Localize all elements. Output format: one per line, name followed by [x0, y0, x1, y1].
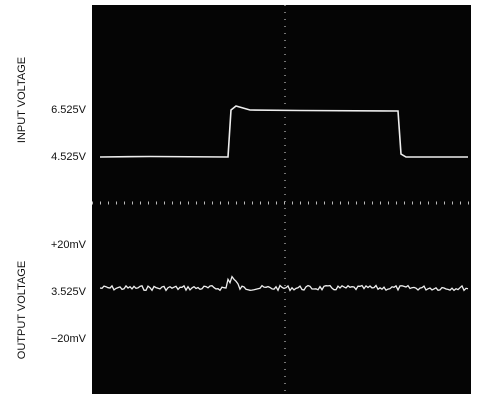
level-label: +20mV — [51, 239, 87, 251]
level-label: 3.525V — [51, 286, 87, 298]
output-trace — [99, 275, 469, 292]
input-trace — [99, 105, 468, 158]
axis-label: INPUT VOLTAGE — [16, 57, 28, 143]
level-label: 6.525V — [51, 104, 87, 116]
output-trace-group — [99, 275, 469, 292]
level-label: −20mV — [51, 333, 87, 345]
axis-label: OUTPUT VOLTAGE — [16, 261, 28, 359]
scope-screen — [92, 5, 471, 394]
level-label: 4.525V — [51, 151, 87, 163]
